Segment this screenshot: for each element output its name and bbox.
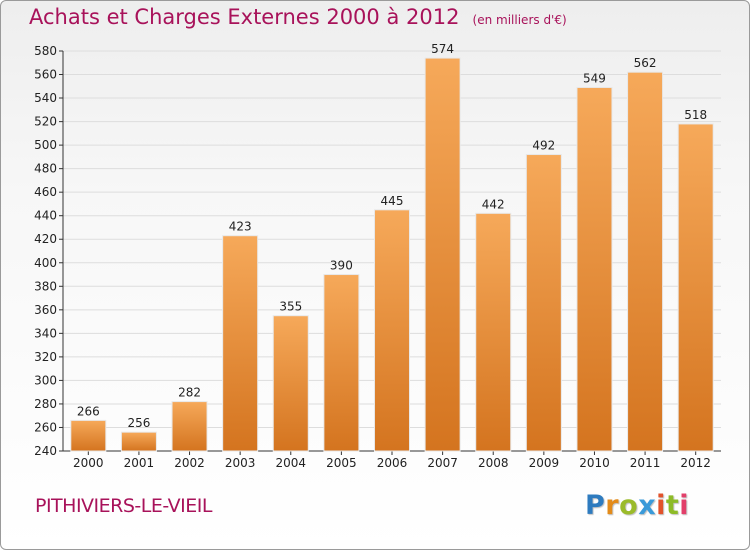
data-label-2007: 574: [431, 42, 454, 56]
bar-2009: [525, 154, 562, 452]
title-row: Achats et Charges Externes 2000 à 2012 (…: [29, 5, 567, 29]
data-label-2001: 256: [127, 416, 150, 430]
logo-letter: P: [585, 490, 606, 521]
bar-2003: [222, 235, 259, 452]
y-tick-label: 560: [34, 68, 57, 82]
y-tick-label: 580: [34, 44, 57, 58]
logo-letter: i: [656, 490, 666, 521]
y-tick-label: 500: [34, 138, 57, 152]
bar-2008: [475, 212, 512, 452]
data-label-2003: 423: [229, 220, 252, 234]
logo-letter: r: [605, 490, 620, 521]
logo-letter: o: [619, 490, 639, 521]
y-tick-label: 320: [34, 350, 57, 364]
x-tick-label: 2000: [73, 456, 104, 470]
data-label-2004: 355: [279, 300, 302, 314]
bar-2006: [374, 209, 410, 452]
x-tick-label: 2011: [630, 456, 661, 470]
data-label-2010: 549: [583, 71, 606, 85]
bar-2005: [323, 274, 360, 452]
y-tick-label: 400: [34, 256, 57, 270]
bar-2010: [576, 86, 613, 452]
x-tick-label: 2003: [225, 456, 256, 470]
x-tick-label: 2004: [275, 456, 306, 470]
y-tick-label: 380: [34, 279, 57, 293]
data-label-2012: 518: [684, 108, 707, 122]
y-tick-label: 340: [34, 326, 57, 340]
data-label-2011: 562: [634, 56, 657, 70]
city-name: PITHIVIERS-LE-VIEIL: [35, 495, 212, 517]
x-tick-label: 2006: [377, 456, 408, 470]
x-tick-label: 2009: [529, 456, 560, 470]
y-tick-label: 360: [34, 303, 57, 317]
y-tick-label: 540: [34, 91, 57, 105]
y-tick-label: 300: [34, 373, 57, 387]
bar-2002: [171, 401, 208, 452]
bar-2007: [424, 57, 461, 452]
data-label-2005: 390: [330, 259, 353, 273]
data-label-2000: 266: [77, 404, 100, 418]
bar-2004: [272, 315, 309, 452]
logo-letter: i: [679, 490, 690, 521]
y-tick-label: 240: [34, 444, 57, 458]
x-tick-label: 2002: [174, 456, 205, 470]
bar-2011: [627, 71, 664, 452]
data-label-2009: 492: [532, 139, 555, 153]
y-tick-label: 520: [34, 115, 57, 129]
data-label-2006: 445: [381, 194, 404, 208]
x-tick-label: 2001: [124, 456, 155, 470]
chart-title: Achats et Charges Externes 2000 à 2012: [29, 5, 460, 29]
x-tick-label: 2008: [478, 456, 509, 470]
y-tick-label: 480: [34, 162, 57, 176]
bar-2012: [677, 123, 714, 452]
x-tick-label: 2012: [680, 456, 711, 470]
x-tick-label: 2007: [427, 456, 458, 470]
y-tick-label: 260: [34, 420, 57, 434]
y-tick-label: 280: [34, 397, 57, 411]
logo-letter: t: [665, 490, 680, 521]
logo-letter: x: [638, 490, 657, 521]
data-label-2008: 442: [482, 197, 505, 211]
bar-2000: [70, 419, 107, 452]
y-tick-label: 420: [34, 232, 57, 246]
data-label-2002: 282: [178, 386, 201, 400]
y-tick-label: 460: [34, 185, 57, 199]
bar-2001: [120, 431, 157, 452]
proxiti-logo: Proxiti: [585, 490, 689, 521]
unit-label: (en milliers d'€): [472, 13, 567, 27]
x-tick-label: 2010: [579, 456, 610, 470]
y-tick-label: 440: [34, 209, 57, 223]
x-tick-label: 2005: [326, 456, 357, 470]
